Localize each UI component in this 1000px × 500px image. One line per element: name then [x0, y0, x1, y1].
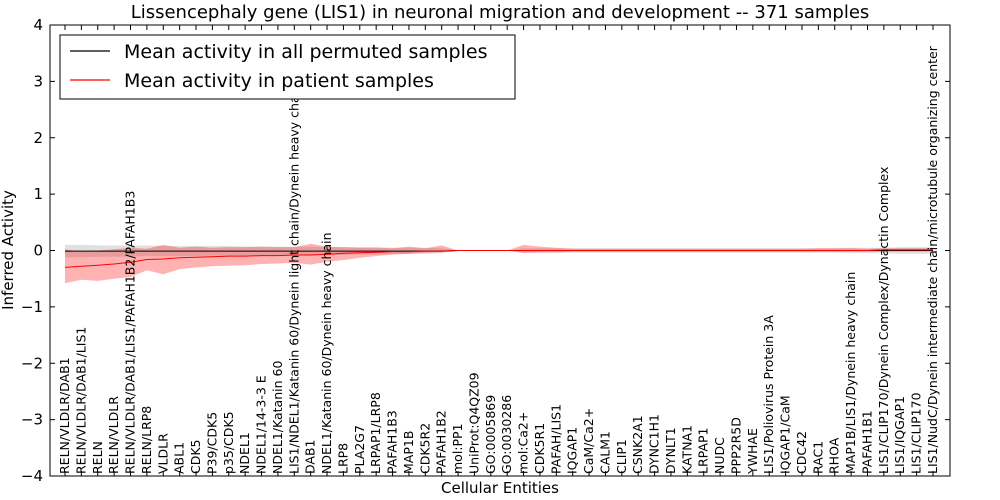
series-line-patient [64, 249, 933, 268]
x-tick-label: UniProt:Q4QZ09 [466, 372, 481, 474]
x-tick-label: PLA2G7 [352, 425, 367, 474]
series-lines [64, 249, 933, 268]
x-tick-label: LIS1/Poliovirus Protein 3A [761, 315, 776, 474]
legend: Mean activity in all permuted samples Me… [59, 34, 516, 100]
x-tick-label: CDK5R1 [532, 423, 547, 474]
x-tick-label: LIS1/NDEL1/Katanin 60/Dynein light chain… [286, 84, 301, 474]
legend-label-patient: Mean activity in patient samples [124, 70, 434, 92]
x-tick-label: NUDC [712, 437, 727, 474]
x-tick-label: DYNC1H1 [647, 414, 662, 474]
x-tick-label: CDC42 [794, 431, 809, 474]
x-tick-label: LIS1/NudC/Dynein intermediate chain/micr… [925, 45, 940, 474]
x-tick-label: GO:0005869 [483, 395, 498, 474]
y-tick-label: 4 [33, 16, 43, 34]
x-tick-label: PAFAH1B3 [385, 410, 400, 474]
x-tick-label: RELN/LRP8 [139, 406, 154, 474]
x-tick-label: RELN/VLDLR [106, 396, 121, 474]
x-tick-label: NDEL1/14-3-3 E [254, 375, 269, 474]
x-tick-label: IQGAP1 [565, 427, 580, 474]
chart-title: Lissencephaly gene (LIS1) in neuronal mi… [131, 2, 870, 23]
x-tick-label: CALM1 [598, 431, 613, 474]
x-tick-label: ABL1 [172, 442, 187, 474]
x-tick-label: DYNLT1 [663, 427, 678, 474]
x-axis-ticks: RELN/VLDLR/DAB1 RELN/VLDLR/DAB1/LIS1 RELN R… [57, 25, 940, 476]
x-tick-label: LRP8 [335, 443, 350, 474]
x-tick-label: MAP1B [401, 431, 416, 474]
x-tick-label: p35/CDK5 [221, 411, 236, 474]
confidence-bands [65, 243, 933, 284]
x-tick-label: LIS1/CLIP170 [909, 392, 924, 474]
x-tick-label: NDEL1/Katanin 60/Dynein heavy chain [319, 232, 334, 474]
x-tick-label: RELN/VLDLR/DAB1/LIS1 [73, 327, 88, 474]
x-tick-label: PAFAH/LIS1 [548, 404, 563, 474]
x-tick-label: CaM/Ca2+ [581, 408, 596, 474]
x-tick-label: P39/CDK5 [204, 412, 219, 474]
x-tick-label: LRPAP1/LRP8 [368, 392, 383, 474]
y-tick-label: 0 [33, 242, 43, 260]
x-tick-label: LIS1/CLIP170/Dynein Complex/Dynactin Com… [876, 167, 891, 474]
x-tick-label: RAC1 [810, 441, 825, 474]
y-tick-label: 2 [33, 129, 43, 147]
band-patient [65, 243, 933, 284]
x-tick-label: IQGAP1/CaM [778, 395, 793, 474]
x-tick-label: RELN [90, 441, 105, 474]
legend-label-permuted: Mean activity in all permuted samples [124, 41, 487, 63]
legend-box [59, 34, 516, 100]
x-tick-label: LIS1/IQGAP1 [892, 396, 907, 474]
y-tick-label: 1 [33, 185, 43, 203]
x-tick-label: CSNK2A1 [630, 415, 645, 474]
y-tick-label: 3 [33, 72, 43, 90]
x-tick-label: RELN/VLDLR/DAB1/LIS1/PAFAH1B2/PAFAH1B3 [123, 191, 138, 474]
x-tick-label: RELN/VLDLR/DAB1 [57, 357, 72, 474]
y-tick-label: −2 [21, 354, 43, 372]
x-tick-label: mol:PP1 [450, 423, 465, 474]
x-tick-label: PAFAH1B2 [434, 410, 449, 474]
x-tick-label: MAP1B/LIS1/Dynein heavy chain [843, 272, 858, 474]
x-tick-label: DAB1 [303, 440, 318, 475]
x-tick-label: LRPAP1 [696, 428, 711, 474]
x-tick-label: NDEL1/Katanin 60 [270, 361, 285, 474]
y-tick-label: −1 [21, 298, 43, 316]
x-tick-label: PPP2R5D [729, 417, 744, 474]
x-axis-label: Cellular Entities [441, 479, 559, 497]
x-tick-label: PAFAH1B1 [860, 410, 875, 474]
x-tick-label: GO:0030286 [499, 395, 514, 474]
x-tick-label: VLDLR [155, 433, 170, 474]
x-tick-label: KATNA1 [679, 425, 694, 474]
x-tick-label: mol:Ca2+ [516, 412, 531, 474]
x-tick-label: CDK5 [188, 439, 203, 474]
y-tick-label: −3 [21, 411, 43, 429]
band-permuted [65, 244, 933, 258]
y-axis-label: Inferred Activity [0, 190, 17, 310]
y-axis-ticks: −4 −3 −2 −1 0 1 2 3 4 [21, 16, 950, 485]
x-tick-label: CDK5R2 [417, 423, 432, 474]
x-tick-label: CLIP1 [614, 439, 629, 474]
x-tick-label: YWHAE [745, 428, 760, 475]
x-tick-label: NDEL1 [237, 432, 252, 474]
y-tick-label: −4 [21, 467, 43, 485]
x-tick-label: RHOA [827, 437, 842, 474]
